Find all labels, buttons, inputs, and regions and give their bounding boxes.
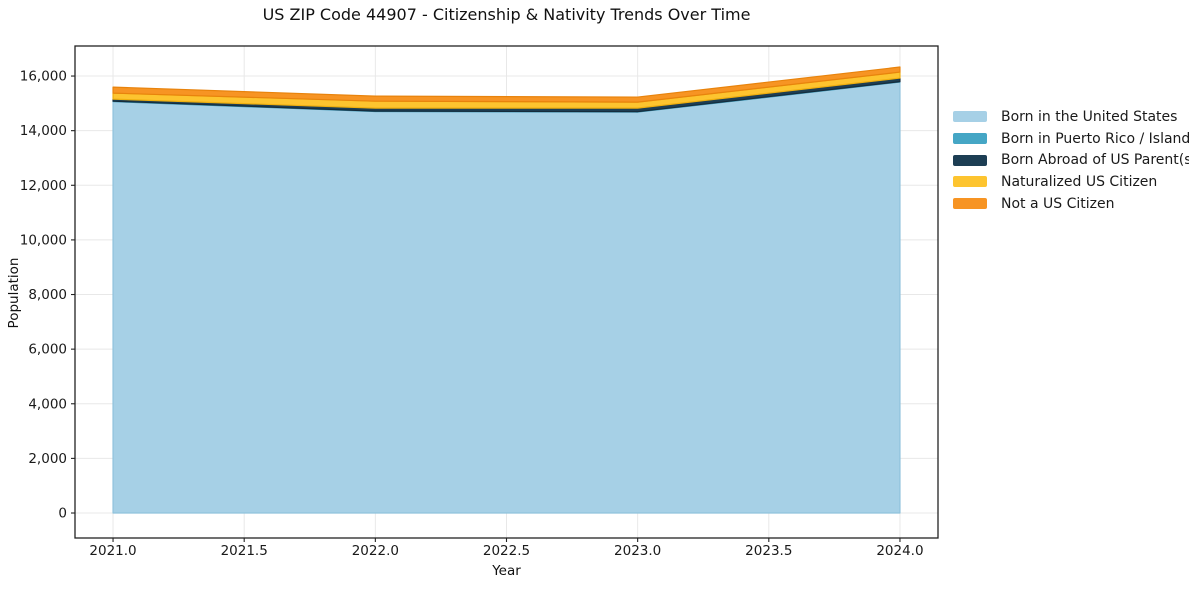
x-tick-label: 2022.0 (352, 543, 399, 559)
y-tick-label: 2,000 (28, 451, 67, 467)
legend-swatch-icon (953, 133, 987, 145)
legend-item-label: Born in the United States (1001, 108, 1178, 125)
legend-item: Not a US Citizen (953, 193, 1189, 215)
y-tick-label: 12,000 (20, 178, 67, 194)
area-series-1 (112, 81, 901, 514)
legend-item: Born in Puerto Rico / Islands (953, 128, 1189, 150)
legend-swatch-icon (953, 198, 987, 210)
y-axis-label: Population (6, 257, 22, 329)
legend-item-label: Born in Puerto Rico / Islands (1001, 130, 1189, 147)
legend-item-label: Not a US Citizen (1001, 195, 1115, 212)
x-tick-label: 2021.0 (89, 543, 136, 559)
legend-item: Naturalized US Citizen (953, 171, 1189, 193)
legend-swatch-icon (953, 176, 987, 188)
x-tick-label: 2023.0 (614, 543, 661, 559)
x-tick-label: 2022.5 (483, 543, 530, 559)
legend-item-label: Born Abroad of US Parent(s) (1001, 152, 1189, 169)
x-tick-label: 2024.0 (876, 543, 923, 559)
chart-title: US ZIP Code 44907 - Citizenship & Nativi… (262, 5, 751, 24)
area-series-5 (112, 66, 901, 103)
y-tick-label: 0 (58, 506, 67, 522)
x-tick-label: 2021.5 (221, 543, 268, 559)
x-tick-label: 2023.5 (745, 543, 792, 559)
y-tick-label: 10,000 (20, 232, 67, 248)
legend-swatch-icon (953, 154, 987, 166)
legend-item: Born in the United States (953, 106, 1189, 128)
y-tick-label: 16,000 (20, 69, 67, 85)
legend: Born in the United States Born in Puerto … (953, 106, 1189, 214)
y-tick-label: 6,000 (28, 342, 67, 358)
legend-swatch-icon (953, 111, 987, 123)
y-tick-label: 4,000 (28, 396, 67, 412)
x-axis-label: Year (492, 563, 521, 579)
legend-item-label: Naturalized US Citizen (1001, 173, 1158, 190)
legend-item: Born Abroad of US Parent(s) (953, 149, 1189, 171)
y-tick-label: 8,000 (28, 287, 67, 303)
y-tick-label: 14,000 (20, 123, 67, 139)
